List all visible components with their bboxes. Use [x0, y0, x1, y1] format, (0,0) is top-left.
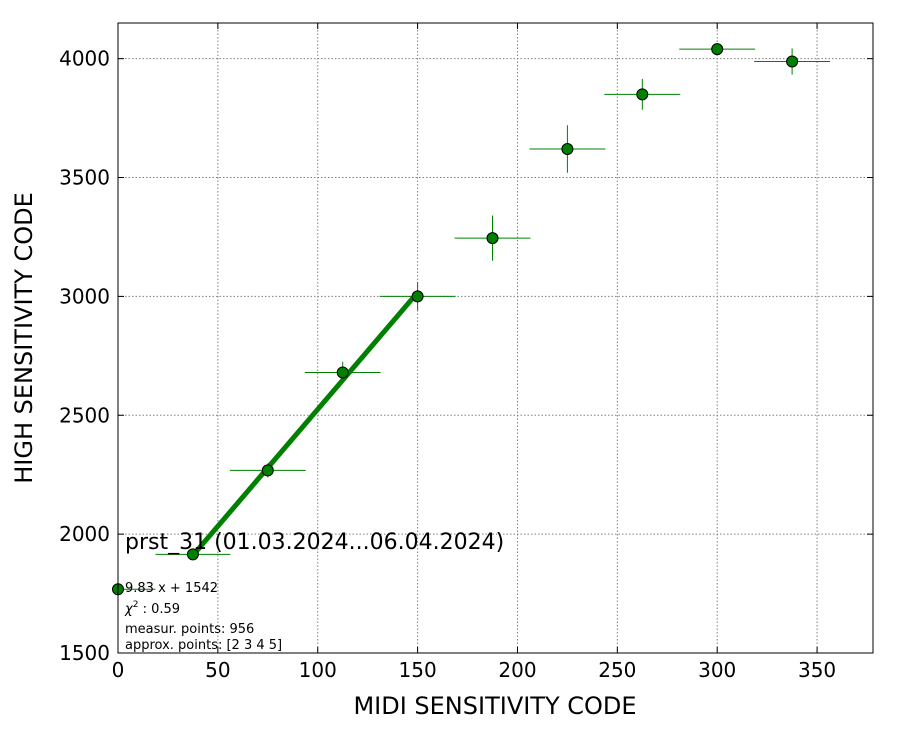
grid	[118, 23, 873, 653]
fit-line	[191, 290, 420, 558]
data-point	[786, 55, 799, 68]
y-tick-label: 2500	[59, 403, 110, 427]
y-axis-label: HIGH SENSITIVITY CODE	[10, 192, 38, 484]
chi2-label: χ2 : 0.59	[124, 600, 180, 617]
data-point	[636, 88, 649, 101]
x-tick-label: 300	[698, 658, 736, 682]
plot-frame	[117, 22, 874, 654]
data-point	[261, 464, 274, 477]
data-point	[711, 43, 724, 56]
data-point	[561, 143, 574, 155]
measur-points-label: measur. points: 956	[125, 622, 254, 637]
y-tick-label: 1500	[59, 641, 110, 665]
y-tick-label: 3000	[59, 284, 110, 308]
chi2-symbol: χ	[124, 602, 134, 617]
y-tick-label: 2000	[59, 522, 110, 546]
data-point	[411, 290, 424, 303]
y-tick-label: 3500	[59, 166, 110, 190]
data-points	[112, 43, 799, 596]
chart-annotation-title: prst_31 (01.03.2024...06.04.2024)	[125, 530, 504, 555]
x-tick-label: 50	[205, 658, 230, 682]
x-tick-label: 0	[112, 658, 125, 682]
data-point	[336, 366, 349, 379]
x-tick-label: 100	[299, 658, 337, 682]
data-point	[486, 232, 499, 245]
y-tick-label: 4000	[59, 47, 110, 71]
chi2-value: : 0.59	[138, 602, 180, 617]
x-tick-label: 200	[498, 658, 536, 682]
error-bars	[118, 43, 831, 590]
fit-line-layer	[191, 290, 420, 558]
x-axis-label: MIDI SENSITIVITY CODE	[353, 692, 636, 720]
x-tick-label: 250	[598, 658, 636, 682]
fit-equation-label: 9.83 x + 1542	[125, 581, 218, 596]
approx-points-label: approx. points: [2 3 4 5]	[125, 638, 282, 653]
x-tick-label: 150	[399, 658, 437, 682]
ticks: 0 50 100 150 200 250 300 350 1500 2000 2500 3000 350…	[59, 23, 873, 682]
chi2-power: 2	[133, 600, 139, 610]
x-tick-label: 350	[798, 658, 836, 682]
data-point	[186, 548, 199, 561]
